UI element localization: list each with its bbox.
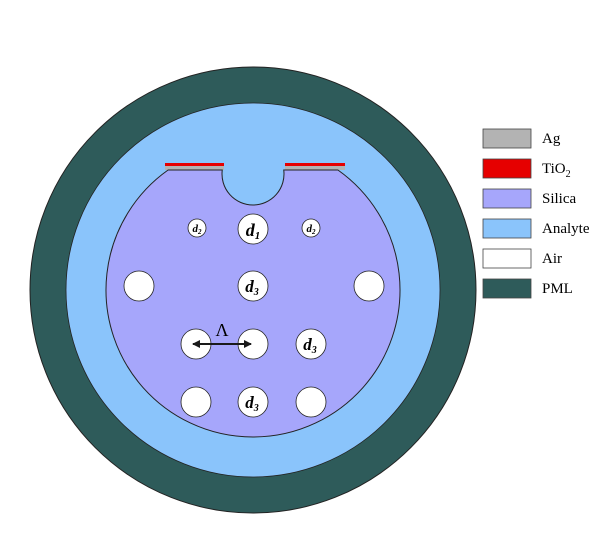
legend-label-analyte: Analyte (542, 221, 590, 237)
legend-swatch-air (482, 248, 532, 269)
tio2-strip-left (165, 163, 224, 166)
label-d1: d1 (246, 220, 261, 242)
label-d3-row3: d3 (303, 335, 317, 356)
air-hole-row4-right (295, 386, 327, 418)
air-hole-d3-center (237, 270, 269, 302)
legend-swatch-tio2 (482, 158, 532, 179)
legend-swatch-pml (482, 278, 532, 299)
tio2-strip-right (285, 163, 345, 166)
air-hole-d2-right (301, 218, 321, 238)
legend-label-silica: Silica (542, 191, 577, 207)
label-d3-row4: d3 (245, 393, 259, 414)
air-holes (123, 213, 385, 418)
label-d2-right: d2 (307, 223, 317, 236)
legend-swatch-silica (482, 188, 532, 209)
air-hole-side-left (123, 270, 155, 302)
silica-core (105, 169, 401, 438)
air-hole-d2-left (187, 218, 207, 238)
legend-label-air: Air (542, 251, 562, 267)
legend-swatch-silver (482, 128, 532, 149)
air-hole-row4-left (180, 386, 212, 418)
air-hole-row3-right (295, 328, 327, 360)
legend-label-tio2: TiO2 (542, 161, 571, 180)
label-d2-left: d2 (193, 223, 203, 236)
silver-strip-right (285, 166, 345, 170)
pitch-label: Λ (215, 320, 228, 340)
air-hole-d1 (237, 213, 269, 245)
air-hole-side-right (353, 270, 385, 302)
silver-strip-left (165, 166, 224, 170)
label-d3-center: d3 (245, 277, 259, 298)
legend-label-silver: Ag (542, 131, 561, 147)
air-hole-row4-center (237, 386, 269, 418)
legend-swatch-analyte (482, 218, 532, 239)
legend-label-pml: PML (542, 281, 573, 297)
legend: Ag TiO2 Silica Analyte Air PML (482, 128, 590, 299)
